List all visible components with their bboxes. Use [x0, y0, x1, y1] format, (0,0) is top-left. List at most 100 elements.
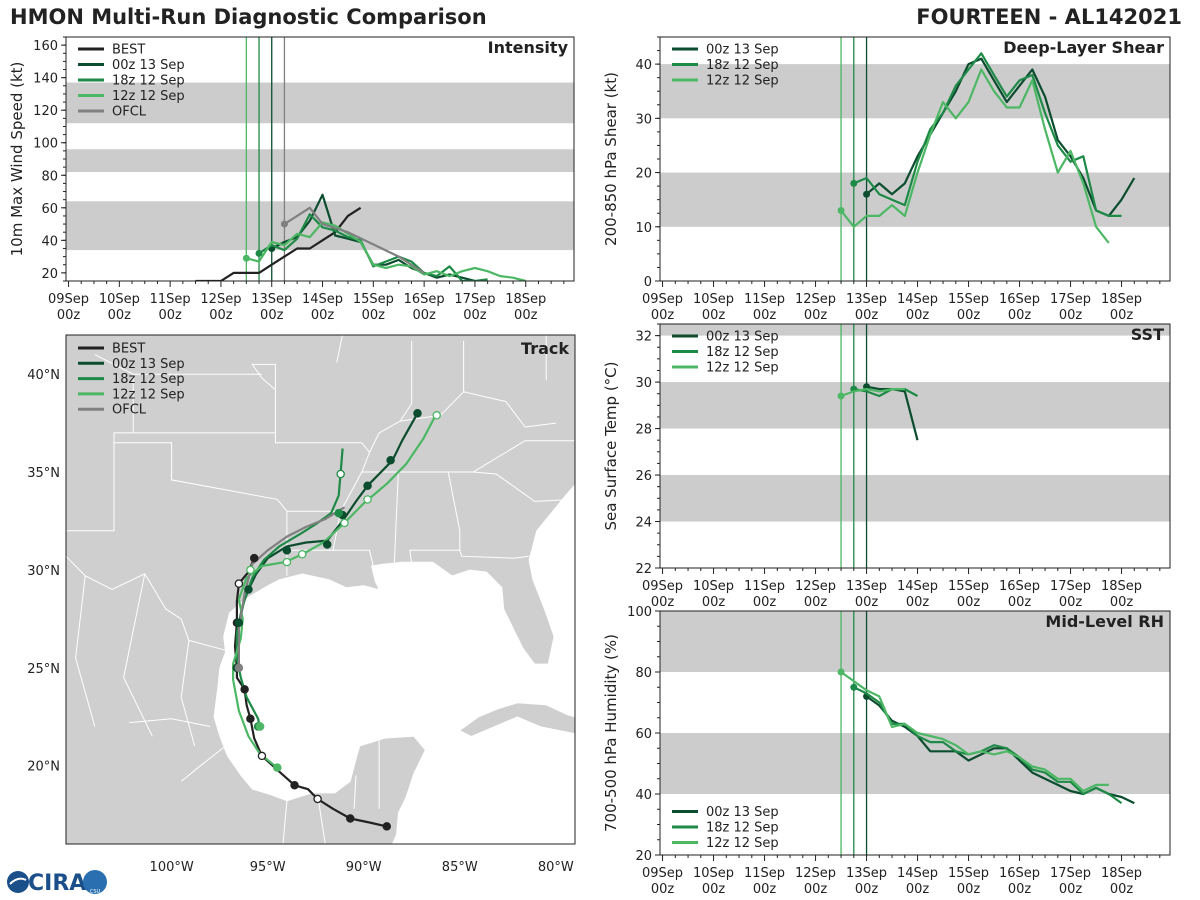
track-series-3	[232, 412, 438, 769]
track-lat-label-4: 40°N	[27, 368, 60, 383]
track-border-24	[317, 795, 326, 844]
rh-xtick-label-hour-9: 00z	[1110, 882, 1134, 897]
shear-xtick-label-day-2: 11Sep	[744, 292, 785, 307]
track-border-22	[180, 745, 226, 782]
intensity-xtick-label-hour-2: 00z	[158, 308, 182, 323]
logo-text: CIRA	[28, 871, 86, 896]
track-series-0-marker-1	[346, 814, 355, 823]
track-border-1	[113, 432, 371, 512]
rh-xtick-label-day-7: 16Sep	[999, 866, 1040, 881]
track-series-3-marker-6	[363, 495, 372, 504]
sst-xtick-label-hour-3: 00z	[804, 595, 828, 610]
sst-xtick-label-day-0: 09Sep	[642, 579, 683, 594]
sst-xtick-label-hour-4: 00z	[855, 595, 879, 610]
logo-globe	[7, 871, 29, 893]
track-series-1-marker-3	[282, 546, 292, 555]
track-series-0-marker-0	[382, 822, 392, 831]
shear-xtick-label-hour-5: 00z	[906, 308, 930, 323]
sst-xtick-label-hour-0: 00z	[651, 595, 675, 610]
track-border-3	[393, 471, 399, 563]
shear-xtick-label-day-4: 13Sep	[846, 292, 887, 307]
track-border-16	[94, 354, 134, 375]
rh-xtick-label-hour-5: 00z	[906, 882, 930, 897]
rh-plot-area	[660, 611, 1170, 855]
rh-legend-label-1: 18z 12 Sep	[706, 821, 779, 836]
rh-xtick-label-day-4: 13Sep	[846, 866, 887, 881]
sst-ylabel: Sea Surface Temp (°C)	[602, 361, 620, 530]
sst-ytick-label-1: 24	[635, 516, 652, 531]
intensity-series-3-marker	[242, 254, 250, 262]
logo-csu-badge	[83, 870, 107, 894]
track-series-0-marker-4	[257, 751, 267, 761]
sst-legend-label-0: 00z 13 Sep	[706, 330, 779, 345]
track-border-7	[333, 549, 374, 567]
shear-xtick-label-hour-2: 00z	[753, 308, 777, 323]
track-border-0	[66, 442, 288, 576]
shear-legend-label-1: 18z 12 Sep	[706, 58, 779, 73]
sst-xtick-label-day-1: 10Sep	[693, 579, 734, 594]
track-series-1-marker-6	[363, 481, 372, 490]
intensity-xtick-label-hour-3: 00z	[209, 308, 233, 323]
rh-series-2	[840, 671, 1109, 793]
sst-xtick-label-hour-9: 00z	[1110, 595, 1134, 610]
sst-band-2	[660, 324, 1170, 336]
intensity-xtick-label-day-2: 11Sep	[150, 292, 191, 307]
sst-legend-label-2: 12z 12 Sep	[706, 361, 779, 376]
track-series-2-marker-3	[336, 469, 345, 479]
rh-xtick-label-hour-4: 00z	[855, 882, 879, 897]
intensity-ytick-label-3: 80	[41, 169, 58, 184]
rh-legend-label-0: 00z 13 Sep	[706, 805, 779, 820]
shear-ytick-label-4: 40	[635, 58, 652, 73]
sst-plot-area	[660, 324, 1170, 568]
rh-series-1	[853, 686, 1123, 804]
intensity-ylabel: 10m Max Wind Speed (kt)	[8, 62, 26, 257]
intensity-xtick-label-day-9: 18Sep	[505, 292, 546, 307]
sst-panel: 22242628303209Sep00z10Sep00z11Sep00z12Se…	[602, 323, 1171, 610]
track-series-1-marker-8	[413, 409, 422, 418]
shear-xtick-label-day-8: 17Sep	[1050, 292, 1091, 307]
intensity-xtick-label-hour-8: 00z	[463, 308, 487, 323]
sst-xtick-label-day-3: 12Sep	[795, 579, 836, 594]
shear-ytick-label-0: 0	[644, 275, 652, 290]
rh-title: Mid-Level RH	[1045, 612, 1164, 631]
intensity-panel: 2040608010012014016009Sep00z10Sep00z11Se…	[8, 36, 575, 323]
sst-title: SST	[1131, 325, 1164, 344]
shear-series-0-marker	[863, 190, 871, 198]
intensity-xtick-label-day-7: 16Sep	[404, 292, 445, 307]
intensity-xtick-label-day-6: 15Sep	[353, 292, 394, 307]
shear-ytick-label-2: 20	[635, 167, 652, 182]
rh-xtick-label-hour-7: 00z	[1008, 882, 1032, 897]
sst-xtick-label-day-8: 17Sep	[1050, 579, 1091, 594]
intensity-plot-area	[66, 37, 574, 281]
shear-legend-label-2: 12z 12 Sep	[706, 74, 779, 89]
intensity-xtick-label-day-5: 14Sep	[302, 292, 343, 307]
rh-xtick-label-hour-3: 00z	[804, 882, 828, 897]
track-series-1-marker-7	[386, 456, 395, 465]
shear-series-2-marker	[837, 207, 845, 215]
track-map-area	[66, 335, 575, 844]
intensity-series-2	[258, 213, 488, 281]
shear-xtick-label-day-6: 15Sep	[948, 292, 989, 307]
shear-xtick-label-day-0: 09Sep	[642, 292, 683, 307]
track-lon-label-1: 95°W	[250, 860, 286, 875]
sst-xtick-label-hour-8: 00z	[1059, 595, 1083, 610]
intensity-xtick-label-day-1: 10Sep	[99, 292, 140, 307]
shear-xtick-label-day-9: 18Sep	[1101, 292, 1142, 307]
sst-xtick-label-hour-5: 00z	[906, 595, 930, 610]
track-lon-label-3: 85°W	[442, 860, 478, 875]
shear-ytick-label-1: 10	[635, 221, 652, 236]
track-border-9	[251, 363, 276, 433]
intensity-xtick-label-day-0: 09Sep	[48, 292, 89, 307]
track-series-3-marker-0	[273, 763, 282, 772]
rh-ytick-label-2: 60	[635, 727, 652, 742]
intensity-band-1	[66, 149, 574, 173]
track-frame	[65, 334, 576, 845]
intensity-xtick-label-day-4: 13Sep	[251, 292, 292, 307]
sst-ytick-label-2: 26	[635, 469, 652, 484]
rh-xtick-label-hour-6: 00z	[957, 882, 981, 897]
cira-logo-icon: CIRA CSU	[7, 870, 107, 896]
track-border-10	[369, 391, 556, 453]
shear-xtick-label-hour-0: 00z	[651, 308, 675, 323]
rh-series-2-marker	[837, 668, 845, 676]
